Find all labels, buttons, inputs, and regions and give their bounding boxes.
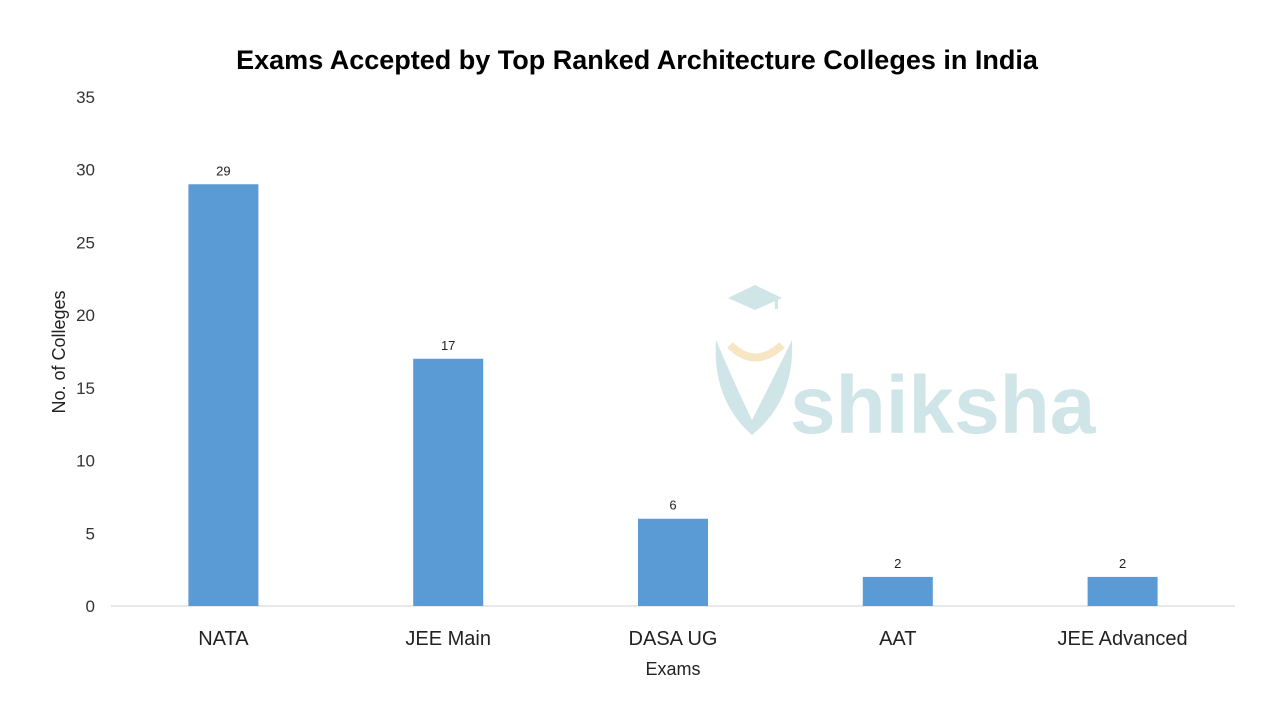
y-tick-label: 25 [76,233,95,252]
data-label: 17 [441,338,455,353]
data-label: 2 [1119,556,1126,571]
bar [1087,576,1158,606]
y-tick-label: 30 [76,161,95,180]
x-axis-label: Exams [645,659,700,679]
x-tick-label: NATA [198,628,249,650]
data-label: 29 [216,163,230,178]
bar [188,184,259,606]
x-tick-label: DASA UG [629,628,718,650]
data-label: 2 [894,556,901,571]
bar [413,358,484,606]
y-tick-label: 0 [86,597,95,616]
x-tick-label: AAT [879,628,916,650]
y-tick-label: 15 [76,379,95,398]
watermark-logo: shiksha [715,285,1097,451]
chart-title: Exams Accepted by Top Ranked Architectur… [236,45,1039,75]
x-tick-label: JEE Main [405,628,491,650]
y-tick-label: 20 [76,306,95,325]
y-axis-label: No. of Colleges [49,290,69,413]
data-label: 6 [669,498,676,513]
bar [862,576,933,606]
bar [638,518,708,606]
y-tick-label: 35 [76,88,95,107]
x-tick-label: JEE Advanced [1058,628,1188,650]
y-tick-label: 10 [76,452,95,471]
watermark-text: shiksha [790,360,1097,451]
y-tick-label: 5 [86,524,95,543]
